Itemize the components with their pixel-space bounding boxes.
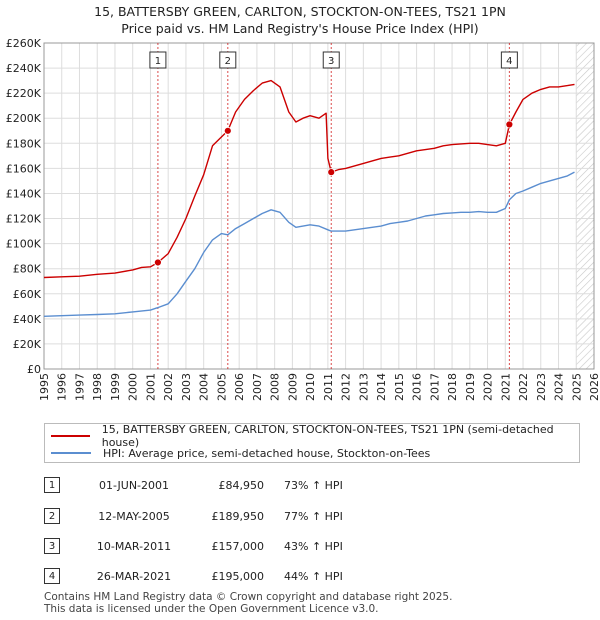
plot-frame — [43, 42, 595, 370]
x-tick-label: 2018 — [446, 373, 459, 401]
y-tick-label: £200K — [6, 112, 42, 125]
footer-licence: This data is licensed under the Open Gov… — [44, 603, 379, 615]
price-chart: £0 £20K £40K £60K £80K £100K £120K £140K £160K £1… — [6, 37, 600, 401]
x-tick-label: 2006 — [233, 373, 246, 401]
x-tick-label: 2021 — [499, 373, 512, 401]
sale-marker-box — [322, 51, 340, 69]
y-tick-label: £180K — [6, 137, 42, 150]
sale-row: 1 01-JUN-2001 £84,950 73% ↑ HPI — [44, 476, 584, 498]
sale-price: £84,950 — [218, 479, 265, 492]
sale-number-badge: 2 — [44, 508, 60, 524]
legend-line-property — [51, 435, 90, 437]
x-tick-label: 2008 — [269, 373, 282, 401]
sale-row: 3 10-MAR-2011 £157,000 43% ↑ HPI — [44, 537, 584, 559]
x-tick-label: 2026 — [588, 373, 600, 401]
y-tick-label: £240K — [6, 62, 42, 75]
x-tick-label: 2004 — [198, 373, 211, 401]
legend-item-property: 15, BATTERSBY GREEN, CARLTON, STOCKTON-O… — [51, 423, 579, 449]
y-tick-label: £80K — [13, 263, 42, 276]
x-tick-label: 2013 — [357, 373, 370, 401]
y-tick-label: £0 — [27, 363, 41, 376]
sale-hpi-change: 73% ↑ HPI — [284, 479, 343, 492]
x-tick-label: 1998 — [91, 373, 104, 401]
forecast-region — [576, 43, 594, 369]
sale-marker-box — [500, 51, 518, 69]
x-tick-label: 2014 — [375, 373, 388, 401]
legend-item-hpi: HPI: Average price, semi-detached house,… — [51, 445, 430, 461]
x-tick-label: 2024 — [553, 373, 566, 401]
x-tick-label: 2019 — [464, 373, 477, 401]
sale-number-badge: 1 — [44, 477, 60, 493]
sale-price: £195,000 — [211, 570, 265, 583]
x-tick-label: 2001 — [144, 373, 157, 401]
hpi-line — [43, 171, 575, 317]
legend-label-hpi: HPI: Average price, semi-detached house,… — [103, 446, 431, 460]
x-tick-label: 2015 — [393, 373, 406, 401]
sale-marker-box — [149, 51, 167, 69]
sale-marker-label: 4 — [506, 56, 512, 67]
y-tick-label: £100K — [6, 238, 42, 251]
y-tick-label: £160K — [6, 162, 42, 175]
sale-point — [505, 120, 514, 129]
x-tick-label: 2003 — [180, 373, 193, 401]
x-tick-label: 2010 — [304, 373, 317, 401]
sale-marker-label: 1 — [155, 56, 161, 67]
plot-area — [44, 43, 594, 369]
property-price-line — [43, 79, 575, 279]
y-tick-label: £60K — [13, 288, 42, 301]
x-tick-label: 1999 — [109, 373, 122, 401]
sale-point — [154, 258, 162, 267]
sale-row: 2 12-MAY-2005 £189,950 77% ↑ HPI — [44, 507, 584, 529]
sale-price: £157,000 — [211, 540, 265, 553]
chart-title: 15, BATTERSBY GREEN, CARLTON, STOCKTON-O… — [94, 4, 506, 19]
x-tick-label: 2016 — [411, 373, 424, 401]
x-tick-label: 2011 — [322, 373, 335, 401]
x-tick-label: 2009 — [286, 373, 299, 401]
sale-date: 10-MAR-2011 — [96, 540, 172, 553]
x-tick-label: 2000 — [127, 373, 140, 401]
sale-hpi-change: 77% ↑ HPI — [284, 510, 343, 523]
sale-marker-label: 2 — [225, 56, 231, 67]
sale-date: 12-MAY-2005 — [98, 510, 170, 523]
sale-point — [223, 126, 232, 135]
x-tick-label: 2002 — [162, 373, 175, 401]
y-tick-label: £260K — [6, 37, 42, 50]
y-tick-label: £40K — [13, 313, 42, 326]
legend-line-hpi — [51, 452, 91, 454]
sale-date: 26-MAR-2021 — [96, 570, 172, 583]
x-tick-label: 2007 — [251, 373, 264, 401]
x-tick-label: 1995 — [38, 373, 51, 401]
x-tick-label: 1997 — [73, 373, 86, 401]
sale-marker-box — [219, 51, 237, 69]
y-tick-label: £220K — [6, 87, 42, 100]
y-tick-label: £140K — [6, 187, 42, 200]
x-tick-label: 2025 — [570, 373, 583, 401]
sale-date: 01-JUN-2001 — [98, 479, 170, 492]
chart-subtitle: Price paid vs. HM Land Registry's House … — [121, 21, 479, 36]
sale-marker-label: 3 — [328, 56, 334, 67]
y-tick-label: £120K — [6, 213, 42, 226]
x-tick-label: 2020 — [482, 373, 495, 401]
x-tick-label: 1996 — [56, 373, 69, 401]
sale-row: 4 26-MAR-2021 £195,000 44% ↑ HPI — [44, 567, 584, 589]
x-tick-label: 2012 — [340, 373, 353, 401]
x-tick-label: 2022 — [517, 373, 530, 401]
sale-price: £189,950 — [211, 510, 265, 523]
sale-point — [327, 168, 336, 177]
y-tick-label: £20K — [13, 338, 42, 351]
legend: 15, BATTERSBY GREEN, CARLTON, STOCKTON-O… — [44, 423, 580, 463]
legend-label-property: 15, BATTERSBY GREEN, CARLTON, STOCKTON-O… — [101, 423, 554, 449]
sale-hpi-change: 43% ↑ HPI — [284, 540, 343, 553]
footer-copyright: Contains HM Land Registry data © Crown c… — [44, 591, 453, 603]
sale-hpi-change: 44% ↑ HPI — [284, 570, 343, 583]
sale-number-badge: 3 — [44, 538, 60, 554]
x-tick-label: 2005 — [215, 373, 228, 401]
x-tick-label: 2017 — [428, 373, 441, 401]
sale-number-badge: 4 — [44, 568, 60, 584]
x-tick-label: 2023 — [535, 373, 548, 401]
